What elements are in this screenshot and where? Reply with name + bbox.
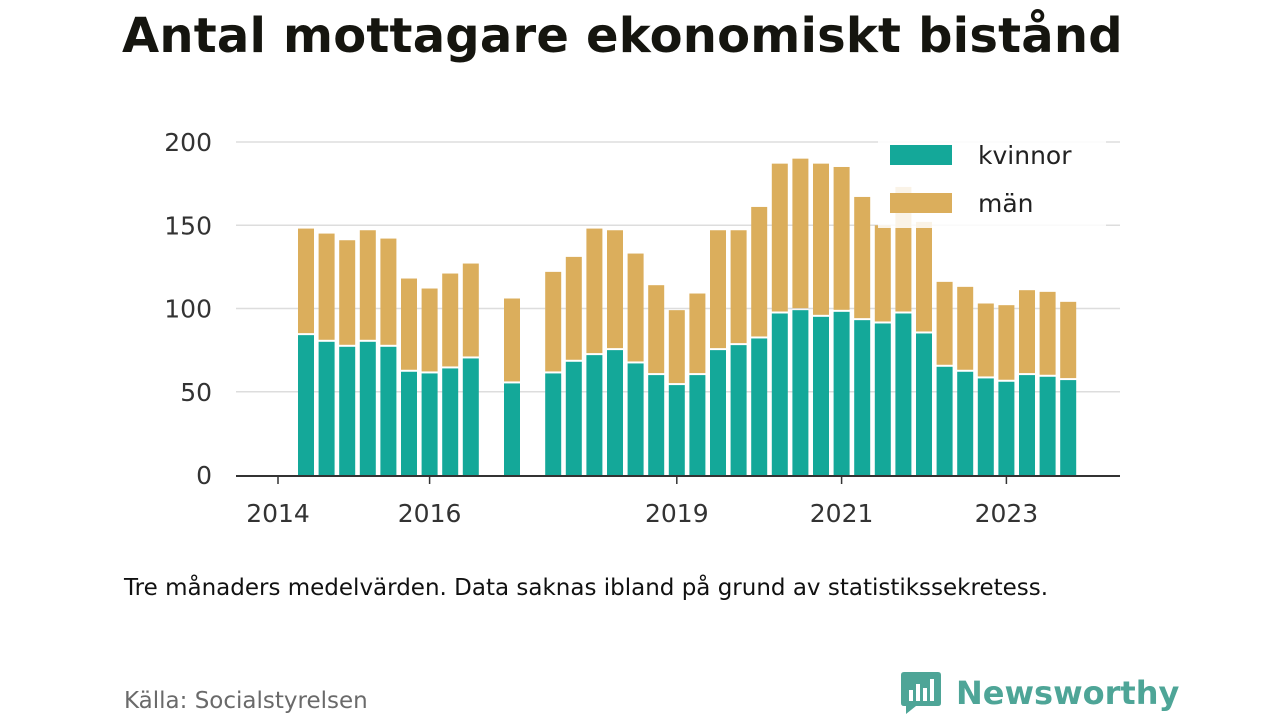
legend-label: kvinnor bbox=[978, 141, 1072, 170]
bar-man bbox=[607, 230, 623, 349]
bar-kvinnor bbox=[586, 355, 603, 475]
bar-kvinnor bbox=[607, 350, 623, 475]
bar-kvinnor bbox=[462, 358, 479, 475]
stacked-bar-chart: 0 50 100 150 200 2014 2016 2019 2021 2023 kvinnor… bbox=[164, 128, 1120, 528]
y-tick-label: 200 bbox=[164, 128, 212, 157]
chart-title: Antal mottagare ekonomiskt bistånd bbox=[122, 8, 1123, 64]
bar-kvinnor bbox=[421, 373, 438, 475]
bar-kvinnor bbox=[627, 363, 644, 475]
bar-kvinnor bbox=[545, 373, 562, 475]
bar-kvinnor bbox=[689, 375, 706, 475]
bar-kvinnor bbox=[977, 378, 994, 475]
bar-man bbox=[359, 230, 376, 340]
bar-man bbox=[401, 278, 417, 370]
bar-kvinnor bbox=[401, 371, 417, 475]
bar-man bbox=[957, 286, 974, 370]
bar-kvinnor bbox=[668, 385, 685, 475]
y-tick-label: 50 bbox=[180, 378, 212, 407]
bar-kvinnor bbox=[339, 346, 356, 475]
bar-man bbox=[916, 221, 932, 332]
bar-kvinnor bbox=[1060, 380, 1077, 475]
x-tick-label: 2021 bbox=[810, 499, 874, 528]
x-tick-label: 2016 bbox=[398, 499, 462, 528]
bar-man bbox=[627, 253, 644, 362]
bar-man bbox=[421, 288, 438, 372]
bar-man bbox=[792, 158, 809, 309]
bar-man bbox=[668, 310, 685, 384]
legend-swatch bbox=[890, 193, 952, 213]
bar-man bbox=[771, 163, 788, 312]
legend: kvinnor män bbox=[878, 132, 1106, 228]
bar-kvinnor bbox=[442, 368, 459, 475]
bar-kvinnor bbox=[380, 346, 397, 475]
bar-kvinnor bbox=[648, 375, 665, 475]
bar-man bbox=[586, 228, 603, 354]
newsworthy-logo-icon bbox=[901, 672, 941, 714]
bar-man bbox=[751, 206, 768, 337]
bar-kvinnor bbox=[771, 313, 788, 475]
axes: 0 50 100 150 200 2014 2016 2019 2021 2023 bbox=[164, 128, 1120, 528]
bar-man bbox=[648, 285, 665, 374]
brand-name: Newsworthy bbox=[956, 674, 1180, 712]
bar-man bbox=[998, 305, 1015, 380]
bar-man bbox=[1019, 290, 1035, 374]
bar-kvinnor bbox=[895, 313, 912, 475]
brand-logo: Newsworthy bbox=[900, 670, 1179, 716]
bar-man bbox=[318, 233, 335, 340]
bar-kvinnor bbox=[936, 366, 953, 475]
bar-man bbox=[1060, 301, 1077, 379]
bar-kvinnor bbox=[1039, 376, 1056, 475]
bar-kvinnor bbox=[1019, 375, 1035, 475]
x-tick-label: 2023 bbox=[975, 499, 1039, 528]
bar-man bbox=[710, 230, 726, 349]
bar-kvinnor bbox=[710, 350, 726, 475]
y-tick-label: 0 bbox=[196, 461, 212, 490]
bar-man bbox=[833, 166, 850, 310]
bar-kvinnor bbox=[504, 383, 520, 475]
bar-kvinnor bbox=[874, 323, 891, 475]
bar-man bbox=[545, 271, 562, 372]
bar-man bbox=[442, 273, 459, 367]
bar-kvinnor bbox=[813, 316, 829, 475]
bar-kvinnor bbox=[318, 341, 335, 475]
bar-man bbox=[689, 293, 706, 374]
bar-kvinnor bbox=[833, 311, 850, 475]
bar-man bbox=[874, 225, 891, 322]
chart-note: Tre månaders medelvärden. Data saknas ib… bbox=[124, 575, 1049, 601]
x-tick-label: 2019 bbox=[645, 499, 709, 528]
legend-label: män bbox=[978, 189, 1034, 218]
bar-kvinnor bbox=[854, 320, 871, 475]
bar-man bbox=[977, 303, 994, 377]
x-tick-label: 2014 bbox=[246, 499, 310, 528]
bar-kvinnor bbox=[792, 310, 809, 475]
bar-man bbox=[936, 281, 953, 365]
source-text: Källa: Socialstyrelsen bbox=[124, 688, 368, 714]
legend-swatch bbox=[890, 145, 952, 165]
bar-man bbox=[298, 228, 314, 334]
bar-kvinnor bbox=[359, 341, 376, 475]
bar-man bbox=[462, 263, 479, 357]
bar-man bbox=[565, 256, 582, 360]
bar-kvinnor bbox=[751, 338, 768, 475]
y-tick-label: 100 bbox=[164, 295, 212, 324]
bar-kvinnor bbox=[730, 345, 747, 475]
bar-man bbox=[813, 163, 829, 315]
bar-man bbox=[339, 240, 356, 345]
bar-kvinnor bbox=[298, 335, 314, 475]
bar-man bbox=[854, 196, 871, 319]
y-tick-label: 150 bbox=[164, 211, 212, 240]
bar-kvinnor bbox=[916, 333, 932, 475]
bar-kvinnor bbox=[565, 361, 582, 475]
bar-man bbox=[380, 238, 397, 345]
bar-man bbox=[1039, 291, 1056, 375]
bars bbox=[298, 158, 1077, 475]
bar-kvinnor bbox=[998, 381, 1015, 475]
bar-kvinnor bbox=[957, 371, 974, 475]
bar-man bbox=[504, 298, 520, 382]
bar-man bbox=[730, 230, 747, 344]
